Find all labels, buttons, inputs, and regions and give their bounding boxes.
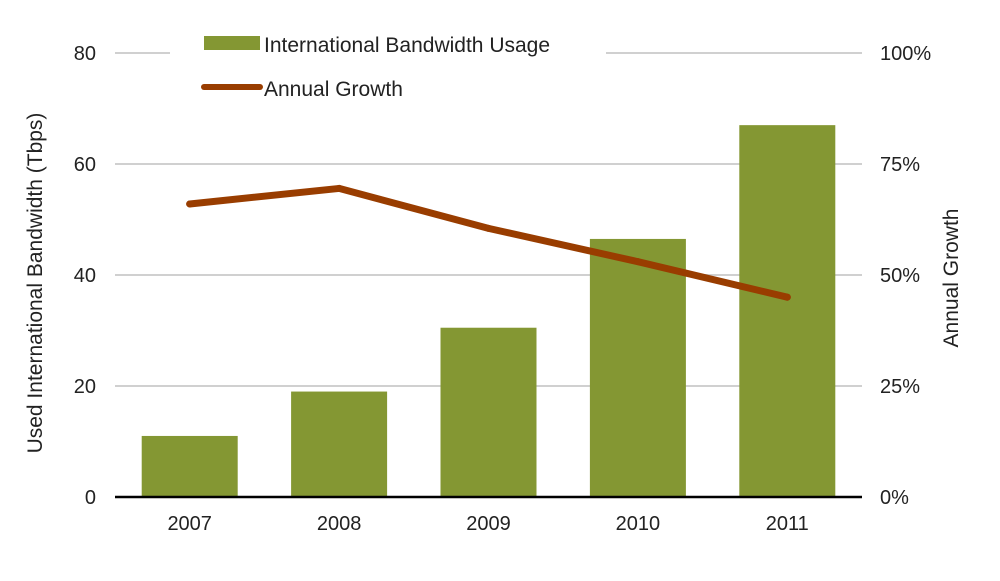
y2-axis-title: Annual Growth xyxy=(940,209,963,348)
line-point xyxy=(783,293,791,301)
bar xyxy=(440,327,537,497)
line-point xyxy=(634,258,642,266)
bar xyxy=(739,125,836,498)
left-tick-label: 80 xyxy=(74,43,96,65)
right-tick-label: 25% xyxy=(880,376,920,398)
right-tick-label: 50% xyxy=(880,265,920,287)
line-point xyxy=(485,224,492,232)
left-tick-label: 60 xyxy=(74,154,96,176)
x-tick-label: 2009 xyxy=(466,513,511,535)
line-point xyxy=(335,184,343,192)
bar xyxy=(291,391,388,497)
legend-line-label: Annual Growth xyxy=(264,78,403,101)
line-point xyxy=(186,200,194,208)
x-tick-label: 2007 xyxy=(167,513,212,535)
line-series xyxy=(186,184,791,301)
left-tick-label: 20 xyxy=(74,376,96,398)
legend-bar-label: International Bandwidth Usage xyxy=(264,34,550,57)
right-tick-label: 0% xyxy=(880,487,909,509)
bar xyxy=(141,435,238,497)
right-tick-label: 100% xyxy=(880,43,931,65)
right-axis-ticks: 0% 25% 50% 75% 100% xyxy=(880,43,931,509)
bar xyxy=(589,238,686,498)
x-tick-label: 2008 xyxy=(317,513,362,535)
left-tick-label: 40 xyxy=(74,265,96,287)
legend-bar-swatch xyxy=(204,36,260,50)
x-tick-label: 2010 xyxy=(616,513,661,535)
x-axis-ticks: 2007 2008 2009 2010 2011 xyxy=(167,513,808,535)
left-tick-label: 0 xyxy=(85,487,96,509)
right-tick-label: 75% xyxy=(880,154,920,176)
y-axis-title: Used International Bandwidth (Tbps) xyxy=(24,113,47,454)
legend: International Bandwidth Usage Annual Gro… xyxy=(201,34,550,101)
left-axis-ticks: 0 20 40 60 80 xyxy=(74,43,96,509)
x-tick-label: 2011 xyxy=(766,513,809,535)
bar-series xyxy=(141,125,836,498)
growth-line xyxy=(186,184,791,301)
